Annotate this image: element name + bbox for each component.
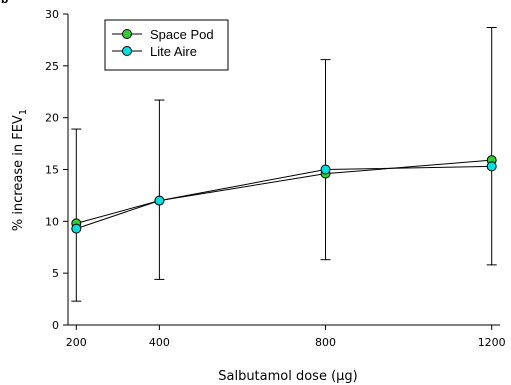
y-axis-label-main: % increase in FEV <box>11 115 26 231</box>
y-tick-label-0: 0 <box>52 319 59 332</box>
data-point-lite-aire-1200 <box>486 161 497 172</box>
data-point-lite-aire-400 <box>154 195 165 206</box>
legend-marker-space-pod <box>122 29 132 39</box>
x-tick-label-800: 800 <box>315 336 336 349</box>
panel-label: b <box>1 0 8 6</box>
x-tick-label-200: 200 <box>66 336 87 349</box>
x-axis-label: Salbutamol dose (µg) <box>218 369 358 384</box>
y-tick-label-25: 25 <box>45 60 59 73</box>
legend-label-lite-aire: Lite Aire <box>150 44 197 59</box>
legend-label-space-pod: Space Pod <box>150 27 214 42</box>
y-tick-label-30: 30 <box>45 8 59 21</box>
y-tick-label-10: 10 <box>45 215 59 228</box>
x-tick-label-1200: 1200 <box>478 336 506 349</box>
y-axis-label-subscript: 1 <box>18 109 29 115</box>
data-point-lite-aire-800 <box>320 164 331 175</box>
plot-area: 0 5 10 15 20 25 30 200 400 800 1200 Space Pod Lite A… <box>45 8 506 349</box>
series-line-lite-aire <box>76 165 492 230</box>
y-tick-label-20: 20 <box>45 112 59 125</box>
y-tick-label-15: 15 <box>45 164 59 177</box>
legend-box <box>104 19 229 71</box>
legend-marker-lite-aire <box>122 46 132 56</box>
y-axis-label: % increase in FEV1 <box>11 109 29 231</box>
series-line-space-pod <box>76 159 492 224</box>
data-point-lite-aire-200 <box>71 223 82 234</box>
y-tick-label-5: 5 <box>52 267 59 280</box>
x-tick-label-400: 400 <box>149 336 170 349</box>
